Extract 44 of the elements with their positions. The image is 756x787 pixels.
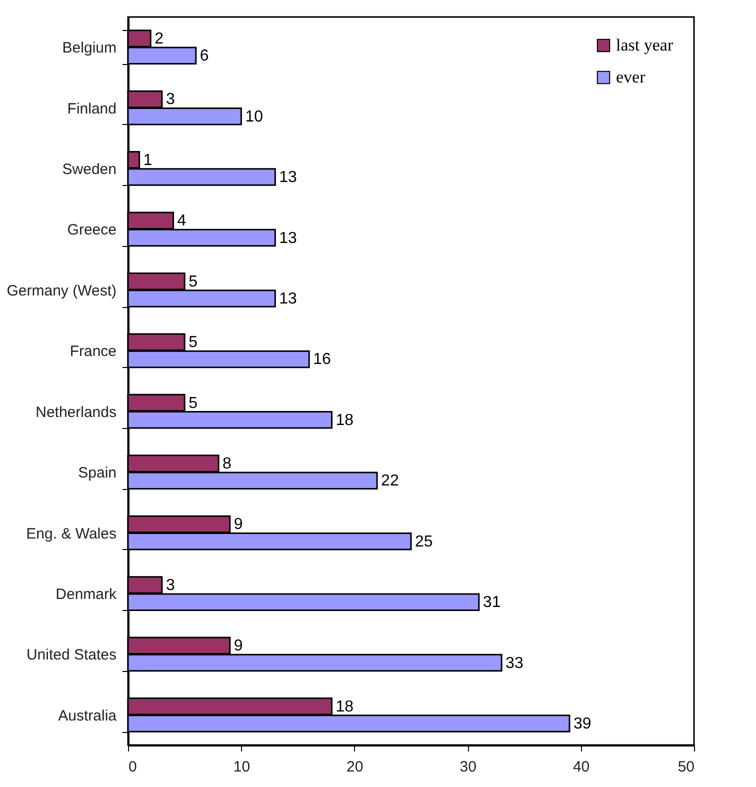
y-tick-label: France [70,343,116,360]
data-label: 5 [188,273,198,290]
x-tick-label: 20 [346,758,364,776]
y-tick-label: Belgium [62,40,116,57]
legend-label: ever [616,68,646,86]
data-label: 3 [166,91,175,108]
data-label: 22 [381,472,399,490]
data-label: 4 [177,212,186,230]
data-label: 13 [279,290,298,308]
data-label: 6 [200,48,209,65]
x-tick-label: 0 [128,758,137,776]
data-label: 25 [415,533,433,550]
data-label: 9 [234,638,243,655]
y-tick-label: Netherlands [36,404,116,421]
y-tick-label: Eng. & Wales [26,525,116,542]
y-tick-label: Australia [58,707,118,724]
data-label: 5 [188,394,198,412]
x-tick-label: 10 [233,758,250,776]
y-tick-label: Spain [78,464,116,482]
data-label: 5 [188,334,198,352]
y-tick-label: United States [26,646,116,664]
x-tick-label: 30 [460,758,476,776]
x-tick-label: 50 [678,758,694,776]
data-label: 31 [482,594,501,612]
data-label: 1 [143,152,152,169]
data-label: 10 [245,108,264,126]
data-label: 39 [573,716,592,733]
data-label: 3 [166,576,175,594]
data-label: 13 [279,169,298,186]
data-label: 2 [154,30,164,48]
y-tick-label: Sweden [62,160,116,178]
data-label: 8 [222,456,232,473]
y-tick-label: Germany (West) [6,282,116,300]
data-label: 33 [506,654,524,672]
y-tick-label: Finland [67,100,116,118]
data-label: 18 [336,698,354,716]
data-label: 13 [279,230,298,247]
data-label: 16 [313,351,332,368]
y-tick-label: Greece [67,222,116,239]
x-tick-label: 40 [572,758,590,776]
data-label: 18 [336,412,354,429]
data-label: 9 [234,516,243,534]
legend-label: last year [616,36,674,54]
y-tick-label: Denmark [56,586,117,604]
